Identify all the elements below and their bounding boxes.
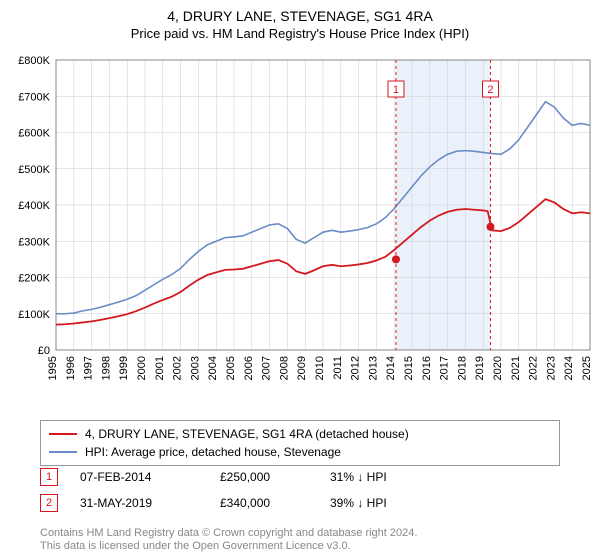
svg-text:1995: 1995 [47, 356, 59, 380]
sale-price: £340,000 [220, 496, 330, 510]
footnote-line: This data is licensed under the Open Gov… [40, 540, 351, 552]
svg-text:2013: 2013 [367, 356, 379, 380]
sale-diff: 31% ↓ HPI [330, 470, 450, 484]
svg-text:2017: 2017 [439, 356, 451, 380]
svg-text:2014: 2014 [385, 356, 397, 380]
legend-item: HPI: Average price, detached house, Stev… [49, 443, 551, 461]
svg-text:2005: 2005 [225, 356, 237, 380]
legend-swatch [49, 451, 77, 453]
sale-row: 2 31-MAY-2019 £340,000 39% ↓ HPI [40, 494, 560, 512]
sale-badge: 2 [40, 494, 58, 512]
sale-row: 1 07-FEB-2014 £250,000 31% ↓ HPI [40, 468, 560, 486]
svg-text:£200K: £200K [18, 273, 50, 285]
sale-price: £250,000 [220, 470, 330, 484]
legend-label: HPI: Average price, detached house, Stev… [85, 445, 341, 459]
svg-text:2008: 2008 [278, 356, 290, 380]
svg-text:2019: 2019 [474, 356, 486, 380]
svg-text:2022: 2022 [528, 356, 540, 380]
svg-text:1996: 1996 [65, 356, 77, 380]
footnote-line: Contains HM Land Registry data © Crown c… [40, 527, 417, 539]
svg-text:2012: 2012 [350, 356, 362, 380]
svg-text:£500K: £500K [18, 164, 50, 176]
svg-text:2015: 2015 [403, 356, 415, 380]
svg-text:£0: £0 [38, 345, 50, 357]
svg-text:1997: 1997 [83, 356, 95, 380]
svg-text:2021: 2021 [510, 356, 522, 380]
svg-text:2018: 2018 [456, 356, 468, 380]
chart-subtitle: Price paid vs. HM Land Registry's House … [0, 24, 600, 41]
svg-text:£600K: £600K [18, 128, 50, 140]
legend: 4, DRURY LANE, STEVENAGE, SG1 4RA (detac… [40, 420, 560, 466]
svg-text:1999: 1999 [118, 356, 130, 380]
svg-text:2010: 2010 [314, 356, 326, 380]
svg-text:£800K: £800K [18, 55, 50, 67]
legend-label: 4, DRURY LANE, STEVENAGE, SG1 4RA (detac… [85, 427, 409, 441]
legend-swatch [49, 433, 77, 435]
svg-text:2006: 2006 [243, 356, 255, 380]
svg-text:2016: 2016 [421, 356, 433, 380]
sale-date: 07-FEB-2014 [80, 470, 220, 484]
svg-text:2002: 2002 [172, 356, 184, 380]
svg-text:2025: 2025 [581, 356, 593, 380]
legend-item: 4, DRURY LANE, STEVENAGE, SG1 4RA (detac… [49, 425, 551, 443]
sale-badge: 1 [40, 468, 58, 486]
svg-text:2020: 2020 [492, 356, 504, 380]
svg-text:£400K: £400K [18, 200, 50, 212]
svg-text:£100K: £100K [18, 309, 50, 321]
svg-text:1: 1 [393, 84, 399, 96]
svg-text:1998: 1998 [100, 356, 112, 380]
svg-text:2001: 2001 [154, 356, 166, 380]
svg-text:£300K: £300K [18, 236, 50, 248]
chart-title: 4, DRURY LANE, STEVENAGE, SG1 4RA [0, 0, 600, 24]
sale-date: 31-MAY-2019 [80, 496, 220, 510]
svg-text:2024: 2024 [563, 356, 575, 380]
svg-text:2004: 2004 [207, 356, 219, 380]
svg-text:2003: 2003 [189, 356, 201, 380]
svg-text:2009: 2009 [296, 356, 308, 380]
svg-text:2000: 2000 [136, 356, 148, 380]
svg-text:2007: 2007 [261, 356, 273, 380]
svg-text:2: 2 [487, 84, 493, 96]
footnote: Contains HM Land Registry data © Crown c… [40, 527, 417, 555]
svg-text:2023: 2023 [545, 356, 557, 380]
svg-text:£700K: £700K [18, 91, 50, 103]
chart: £0 £100K £200K £300K £400K £500K £600K £700K £80… [0, 50, 600, 410]
svg-text:2011: 2011 [332, 356, 344, 380]
sale-diff: 39% ↓ HPI [330, 496, 450, 510]
